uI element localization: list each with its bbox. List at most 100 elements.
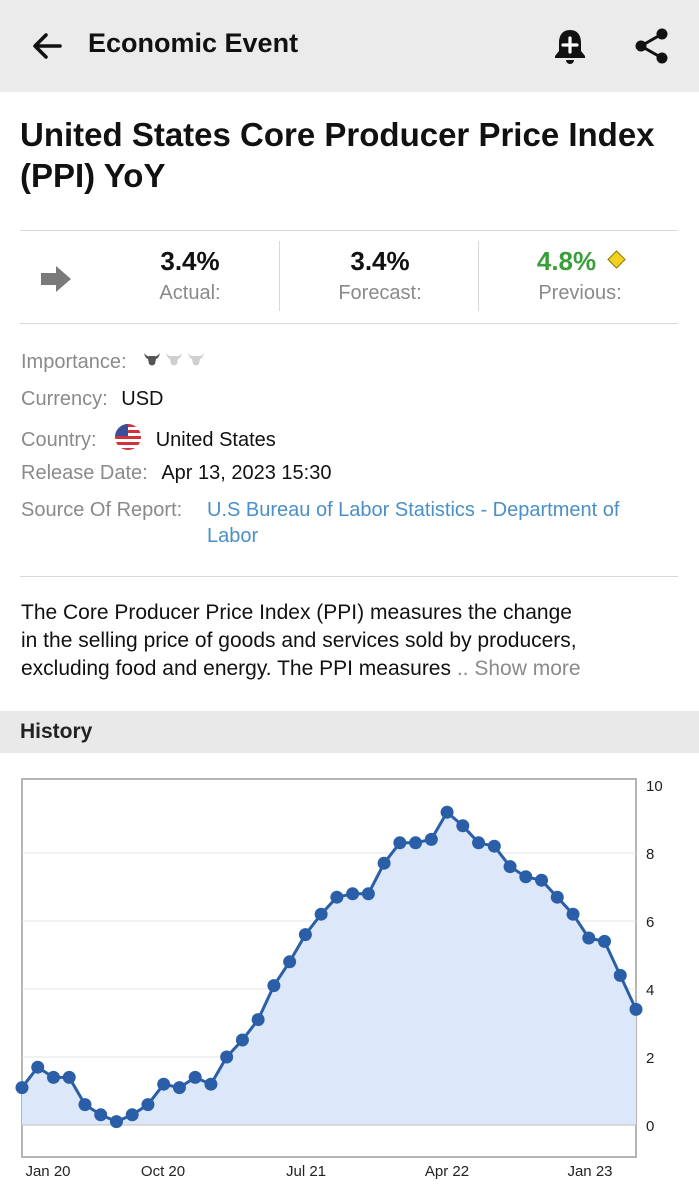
data-point — [188, 1070, 202, 1084]
bell-plus-icon[interactable] — [548, 24, 592, 68]
source-link-line[interactable]: Labor — [207, 525, 259, 547]
history-title: History — [20, 720, 93, 743]
bull-icon — [144, 353, 161, 366]
country-row: Country: United States — [21, 423, 276, 458]
data-point — [78, 1098, 92, 1112]
trend-arrow-icon — [41, 266, 71, 292]
data-point — [487, 839, 501, 853]
country-value: United States — [155, 428, 276, 451]
release-date-row: Release Date: Apr 13, 2023 15:30 — [21, 460, 331, 486]
revised-diamond-icon[interactable] — [607, 250, 626, 269]
data-point — [598, 934, 612, 948]
history-section-header: History — [0, 711, 699, 753]
data-point — [46, 1070, 60, 1084]
data-point — [629, 1002, 643, 1016]
history-chart: 0 2 4 6 8 10 Jan 20 Oct 20 Jul 21 Apr 22 Jan 23 — [0, 765, 699, 1200]
forecast-label: Forecast: — [338, 282, 422, 304]
stats-row: 3.4% Actual: 3.4% Forecast: 4.8% Previou… — [20, 231, 678, 323]
actual-value: 3.4% — [160, 246, 220, 276]
data-point — [220, 1050, 234, 1064]
previous-value: 4.8% — [536, 246, 597, 276]
data-point — [440, 805, 454, 819]
history-chart-svg: 0 2 4 6 8 10 Jan 20 Oct 20 Jul 21 Apr 22 Jan 23 — [15, 778, 663, 1180]
x-tick-label: Oct 20 — [141, 1163, 185, 1180]
data-point — [535, 873, 549, 887]
us-flag-icon — [114, 423, 142, 458]
source-label: Source Of Report: — [21, 499, 183, 521]
data-point — [377, 856, 391, 870]
data-point — [314, 907, 328, 921]
data-point — [94, 1108, 108, 1122]
data-point — [157, 1077, 171, 1091]
data-point — [456, 819, 470, 833]
divider — [20, 230, 678, 231]
y-tick-label: 4 — [646, 982, 654, 999]
data-point — [267, 979, 281, 993]
actual-stat: 3.4% Actual: — [100, 245, 280, 309]
y-tick-label: 6 — [646, 914, 654, 931]
data-point — [330, 890, 344, 904]
share-icon[interactable] — [630, 24, 674, 68]
release-date-label: Release Date: — [21, 462, 148, 484]
data-point — [125, 1108, 139, 1122]
show-more-link[interactable]: .. Show more — [456, 657, 581, 680]
x-tick-label: Jan 20 — [25, 1163, 70, 1180]
data-point — [613, 968, 627, 982]
divider — [20, 323, 678, 324]
data-point — [566, 907, 580, 921]
currency-value: USD — [121, 388, 164, 410]
data-point — [109, 1115, 123, 1129]
y-tick-label: 0 — [646, 1118, 654, 1135]
data-point — [409, 836, 423, 850]
data-point — [424, 832, 438, 846]
event-title: United States Core Producer Price Index … — [20, 116, 655, 194]
data-point — [283, 955, 297, 969]
previous-stat: 4.8% Previous: — [490, 245, 670, 309]
event-description: The Core Producer Price Index (PPI) meas… — [21, 599, 671, 683]
data-point — [15, 1081, 29, 1095]
currency-label: Currency: — [21, 388, 108, 410]
source-link[interactable]: U.S Bureau of Labor Statistics - Departm… — [207, 497, 619, 549]
x-tick-label: Apr 22 — [425, 1163, 469, 1180]
forecast-stat: 3.4% Forecast: — [290, 245, 470, 309]
series-line — [20, 810, 638, 1124]
divider — [20, 576, 678, 577]
data-point — [361, 887, 375, 901]
data-point — [550, 890, 564, 904]
importance-bulls — [142, 349, 206, 376]
source-row: Source Of Report: — [21, 497, 182, 523]
x-tick-label: Jul 21 — [286, 1163, 326, 1180]
data-point — [172, 1081, 186, 1095]
data-point — [472, 836, 486, 850]
area-fill — [22, 812, 636, 1125]
importance-row: Importance: — [21, 349, 206, 376]
description-line: The Core Producer Price Index (PPI) meas… — [21, 601, 572, 624]
divider — [478, 241, 479, 311]
data-point — [31, 1060, 45, 1074]
data-point — [251, 1013, 265, 1027]
previous-label: Previous: — [538, 282, 622, 304]
data-point — [204, 1077, 218, 1091]
data-point — [393, 836, 407, 850]
description-line: in the selling price of goods and servic… — [21, 629, 577, 652]
bull-icon — [188, 353, 205, 366]
data-point — [582, 931, 596, 945]
data-point — [141, 1098, 155, 1112]
data-point — [62, 1070, 76, 1084]
y-tick-label: 10 — [646, 778, 663, 795]
source-link-line[interactable]: U.S Bureau of Labor Statistics - Departm… — [207, 499, 620, 521]
importance-label: Importance: — [21, 351, 127, 373]
bull-icon — [166, 353, 183, 366]
data-point — [298, 928, 312, 942]
description-line: excluding food and energy. The PPI measu… — [21, 657, 457, 680]
release-date-value: Apr 13, 2023 15:30 — [161, 462, 332, 484]
back-arrow-icon[interactable] — [26, 24, 70, 68]
data-point — [503, 860, 517, 874]
forecast-value: 3.4% — [350, 246, 410, 276]
divider — [279, 241, 280, 311]
data-point — [235, 1033, 249, 1047]
y-tick-label: 8 — [646, 846, 654, 863]
y-tick-label: 2 — [646, 1050, 654, 1067]
data-point — [519, 870, 533, 884]
country-label: Country: — [21, 428, 97, 451]
